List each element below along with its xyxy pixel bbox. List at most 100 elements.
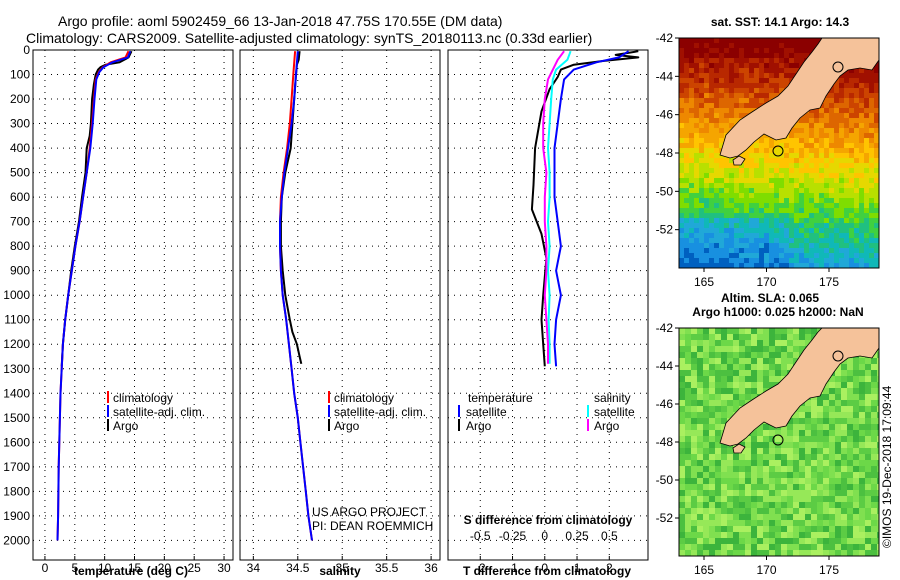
temperature-tick-labels: 0 5 10 15 20 25 30 (42, 556, 231, 575)
series-temperature-satellite (553, 50, 630, 367)
x-tick-label: 34.5 (286, 561, 310, 575)
depth-tick-label: 1900 (3, 509, 30, 523)
map-y-tick-label: -42 (656, 31, 674, 45)
map-y-tick-label: -50 (656, 473, 674, 487)
temperature-lines (56, 50, 133, 541)
salinity-tick-labels: 34 34.5 35 35.5 36 (247, 556, 438, 575)
legend-label-climatology: climatology (334, 391, 394, 405)
s-tick-label: -0.5 (470, 529, 491, 543)
legend-label-t-argo: Argo (466, 419, 492, 433)
depth-tick-label: 600 (10, 190, 30, 204)
x-tick-label: 35 (336, 561, 350, 575)
sst-map (678, 37, 880, 269)
sla-map-ticks: 165 170 175 -42 -44 -46 -48 -50 -52 (656, 321, 840, 577)
depth-tick-label: 0 (23, 43, 30, 57)
map-y-tick-label: -44 (656, 359, 674, 373)
difference-panel-frame (447, 49, 649, 561)
depth-tick-label: 700 (10, 215, 30, 229)
title-line-1: Argo profile: aoml 5902459_66 13-Jan-201… (58, 13, 502, 29)
depth-tick-label: 500 (10, 166, 30, 180)
title-line-2: Climatology: CARS2009. Satellite-adjuste… (26, 30, 592, 46)
x-tick-label: 10 (98, 561, 112, 575)
legend-label-s-argo: Argo (594, 419, 620, 433)
temperature-legend: climatology satellite-adj. clim. Argo (107, 391, 205, 433)
map-x-tick-label: 175 (819, 563, 839, 577)
salinity-legend: climatology satellite-adj. clim. Argo (328, 391, 426, 433)
s-tick-label: 0 (541, 529, 548, 543)
difference-legend: temperature satellite Argo salinity sate… (458, 391, 635, 433)
salinity-difference-tick-labels: -0.5 -0.25 0 0.25 0.5 (470, 529, 618, 543)
sst-map-title: sat. SST: 14.1 Argo: 14.3 (711, 15, 850, 29)
x-tick-label: 2 (606, 561, 613, 575)
x-tick-label: -1 (507, 561, 518, 575)
legend-title-salinity: salinity (594, 391, 631, 405)
legend-label-argo: Argo (334, 419, 360, 433)
s-tick-label: 0.5 (601, 529, 618, 543)
map-y-tick-label: -48 (656, 146, 674, 160)
argo-position-marker (772, 434, 784, 446)
map-y-tick-label: -44 (656, 69, 674, 83)
x-tick-label: 20 (158, 561, 172, 575)
s-difference-axis-label: S difference from climatology (464, 513, 633, 527)
map-x-tick-label: 175 (819, 275, 839, 289)
map-y-tick-label: -46 (656, 108, 674, 122)
map-y-tick-label: -50 (656, 184, 674, 198)
depth-tick-label: 1200 (3, 337, 30, 351)
legend-label-satellite: satellite-adj. clim. (113, 405, 205, 419)
depth-tick-label: 1100 (4, 313, 30, 327)
map-y-tick-label: -48 (656, 435, 674, 449)
x-tick-label: 0 (541, 561, 548, 575)
new-zealand-landmass (719, 328, 879, 447)
sla-map (678, 327, 880, 557)
sst-heatmap-cells (679, 38, 879, 268)
difference-tick-labels: -2 -1 0 1 2 (475, 556, 613, 575)
series-salinity-argo (542, 50, 565, 364)
map-x-tick-label: 165 (694, 275, 714, 289)
depth-tick-label: 1300 (3, 362, 30, 376)
second-marker (832, 61, 844, 73)
stewart-island (732, 443, 746, 454)
map-x-tick-label: 170 (756, 563, 776, 577)
credit-pi: PI: DEAN ROEMMICH (312, 519, 433, 533)
sla-map-title-2: Argo h1000: 0.025 h2000: NaN (692, 305, 863, 319)
salinity-lines (279, 51, 313, 541)
legend-label-climatology: climatology (113, 391, 173, 405)
series-satellite-adj-clim- (279, 51, 313, 541)
legend-label-s-satellite: satellite (594, 405, 635, 419)
depth-tick-label: 1500 (3, 411, 30, 425)
x-tick-label: 1 (574, 561, 581, 575)
depth-tick-label: 100 (10, 68, 30, 82)
depth-tick-label: 800 (10, 239, 30, 253)
depth-tick-label: 400 (10, 141, 30, 155)
map-y-tick-label: -46 (656, 397, 674, 411)
legend-label-t-satellite: satellite (466, 405, 507, 419)
temperature-panel-frame (32, 49, 234, 561)
depth-tick-label: 1400 (3, 386, 30, 400)
legend-label-satellite: satellite-adj. clim. (334, 405, 426, 419)
salinity-panel-frame (239, 49, 441, 561)
imos-timestamp: ©IMOS 19-Dec-2018 17:09:44 (880, 385, 894, 548)
depth-tick-label: 1000 (3, 288, 30, 302)
series-satellite-adj-clim- (56, 50, 132, 541)
legend-label-argo: Argo (113, 419, 139, 433)
series-salinity-satellite (547, 50, 572, 364)
depth-tick-label: 1800 (3, 484, 30, 498)
legend-title-temperature: temperature (468, 391, 533, 405)
x-tick-label: 34 (247, 561, 261, 575)
stewart-island (732, 155, 746, 166)
x-tick-label: 36 (424, 561, 438, 575)
map-y-tick-label: -52 (656, 223, 674, 237)
depth-tick-label: 200 (10, 92, 30, 106)
temperature-axis-label: temperature (deg C) (74, 564, 188, 578)
map-x-tick-label: 170 (756, 275, 776, 289)
map-y-tick-label: -52 (656, 511, 674, 525)
x-tick-label: 25 (188, 561, 202, 575)
x-tick-label: -2 (475, 561, 486, 575)
temperature-grid (33, 49, 233, 560)
salinity-grid (240, 49, 440, 560)
sla-map-title-1: Altim. SLA: 0.065 (721, 291, 819, 305)
credit-project: US ARGO PROJECT (312, 505, 427, 519)
depth-tick-label: 900 (10, 264, 30, 278)
difference-lines (530, 50, 640, 367)
